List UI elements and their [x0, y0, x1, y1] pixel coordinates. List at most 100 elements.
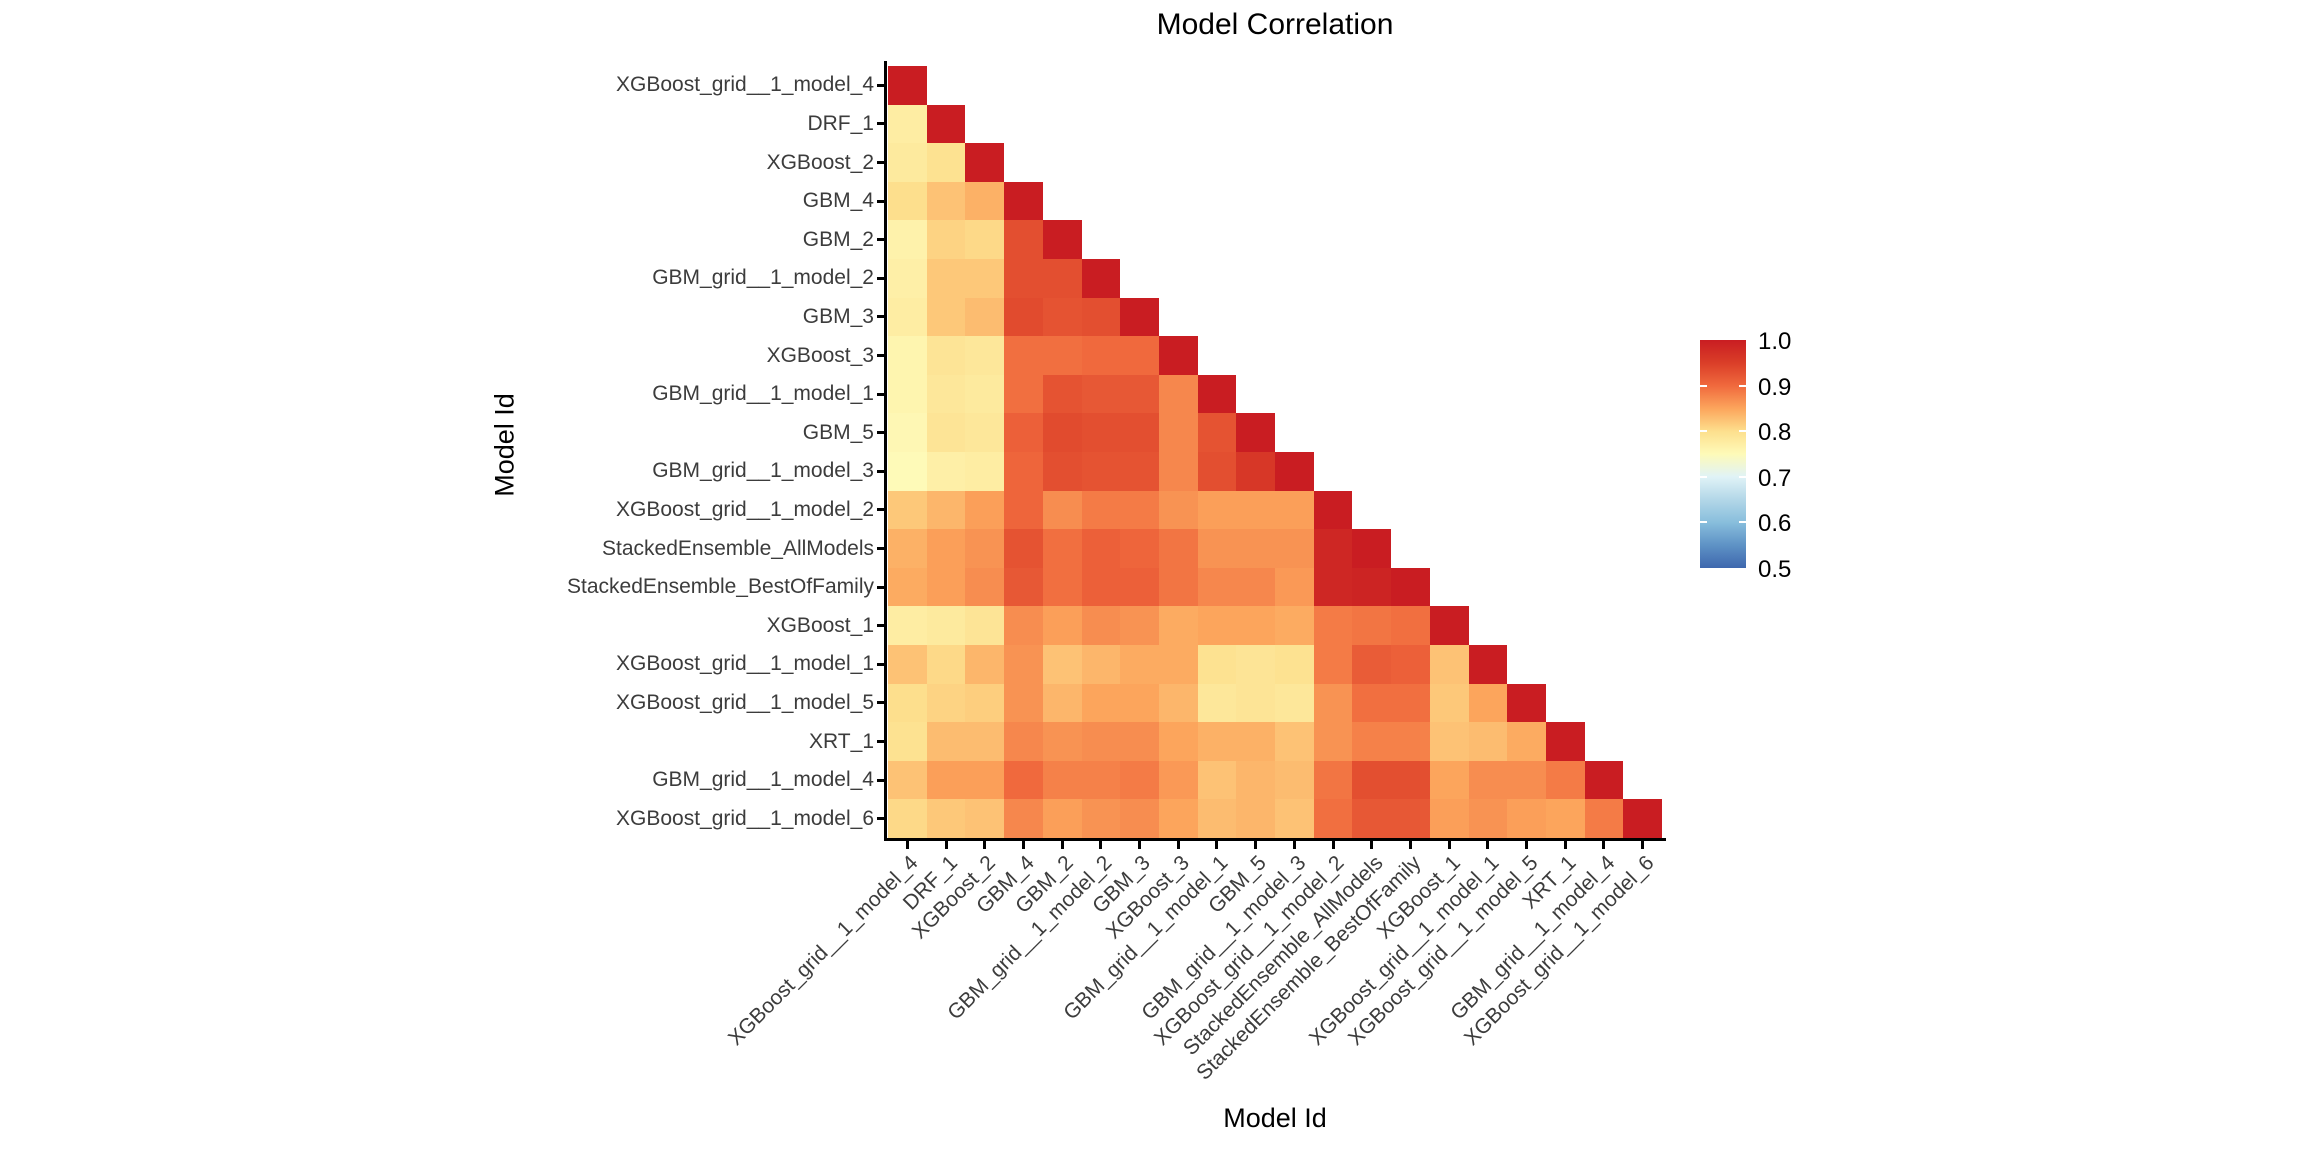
x-tick-mark — [1486, 841, 1489, 849]
heatmap-cell — [888, 722, 927, 761]
heatmap-cell — [1159, 529, 1198, 568]
y-tick-mark — [877, 624, 885, 627]
x-axis-line — [884, 838, 1666, 841]
heatmap-cell — [1159, 375, 1198, 413]
heatmap-cell — [1082, 606, 1120, 645]
heatmap-cell — [1430, 645, 1469, 684]
y-tick-label: XGBoost_grid__1_model_2 — [615, 497, 874, 521]
heatmap-cell — [1159, 722, 1198, 761]
colorbar-tick-mark — [1700, 476, 1707, 478]
heatmap-cell — [1120, 684, 1159, 722]
heatmap-cell — [1082, 568, 1120, 606]
heatmap-cell — [1236, 413, 1275, 452]
heatmap-cell — [1275, 761, 1314, 799]
heatmap-cell — [965, 259, 1004, 298]
y-tick-mark — [877, 200, 885, 203]
y-tick-mark — [877, 779, 885, 782]
heatmap-cell — [1043, 684, 1082, 722]
heatmap-cell — [1043, 491, 1082, 529]
heatmap-cell — [965, 645, 1004, 684]
heatmap-cell — [1082, 645, 1120, 684]
heatmap-cell — [888, 799, 927, 838]
heatmap-cell — [1082, 375, 1120, 413]
heatmap-cell — [965, 684, 1004, 722]
heatmap-cell — [1043, 220, 1082, 259]
heatmap-cell — [1198, 684, 1236, 722]
heatmap-cell — [1120, 799, 1159, 838]
heatmap-cell — [1043, 452, 1082, 491]
heatmap-cell — [888, 491, 927, 529]
heatmap-cell — [965, 722, 1004, 761]
heatmap-cell — [1198, 413, 1236, 452]
heatmap-cell — [1314, 645, 1352, 684]
heatmap-cell — [1198, 722, 1236, 761]
y-tick-mark — [877, 161, 885, 164]
y-tick-mark — [877, 354, 885, 357]
y-tick-label: GBM_2 — [802, 227, 874, 251]
y-tick-mark — [877, 84, 885, 87]
heatmap-cell — [927, 220, 965, 259]
heatmap-cell — [927, 606, 965, 645]
y-tick-mark — [877, 393, 885, 396]
colorbar-tick-label: 0.7 — [1758, 465, 1792, 492]
heatmap-cell — [927, 413, 965, 452]
heatmap-cell — [888, 452, 927, 491]
heatmap-cell — [1004, 413, 1043, 452]
heatmap-cell — [1546, 761, 1585, 799]
heatmap-cell — [1159, 761, 1198, 799]
heatmap-cell — [1236, 645, 1275, 684]
x-tick-mark — [945, 841, 948, 849]
heatmap-cell — [1004, 375, 1043, 413]
heatmap-cell — [1120, 645, 1159, 684]
heatmap-cell — [1507, 684, 1546, 722]
heatmap-cell — [1082, 491, 1120, 529]
heatmap-cell — [1507, 722, 1546, 761]
heatmap-cell — [1159, 799, 1198, 838]
y-tick-mark — [877, 817, 885, 820]
heatmap-cell — [1082, 684, 1120, 722]
chart-title: Model Correlation — [1156, 8, 1394, 41]
heatmap-cell — [1004, 645, 1043, 684]
heatmap-cell — [1352, 606, 1391, 645]
y-tick-label: GBM_4 — [802, 189, 874, 213]
heatmap-cell — [1120, 413, 1159, 452]
x-tick-mark — [1525, 841, 1528, 849]
heatmap-cell — [1082, 722, 1120, 761]
heatmap-cell — [1236, 529, 1275, 568]
heatmap-cell — [927, 182, 965, 220]
heatmap-cell — [888, 568, 927, 606]
heatmap-cell — [888, 336, 927, 375]
heatmap-cell — [1430, 799, 1469, 838]
heatmap-cell — [1082, 336, 1120, 375]
heatmap-cell — [1236, 799, 1275, 838]
heatmap-cell — [1469, 722, 1507, 761]
x-tick-mark — [1177, 841, 1180, 849]
heatmap-cell — [1507, 761, 1546, 799]
heatmap-cell — [965, 761, 1004, 799]
heatmap-cell — [888, 645, 927, 684]
heatmap-cell — [1391, 568, 1430, 606]
x-tick-mark — [1332, 841, 1335, 849]
heatmap-cell — [1352, 722, 1391, 761]
heatmap-cell — [1198, 799, 1236, 838]
heatmap-cell — [927, 452, 965, 491]
heatmap-cell — [888, 761, 927, 799]
heatmap-cell — [1082, 298, 1120, 336]
heatmap-cell — [888, 143, 927, 182]
heatmap-cell — [965, 375, 1004, 413]
y-tick-mark — [877, 315, 885, 318]
heatmap-cell — [1236, 568, 1275, 606]
heatmap-cell — [1275, 568, 1314, 606]
heatmap-cell — [1120, 606, 1159, 645]
heatmap-cell — [1159, 491, 1198, 529]
heatmap-cell — [1275, 645, 1314, 684]
y-tick-mark — [877, 586, 885, 589]
x-tick-mark — [1409, 841, 1412, 849]
heatmap-cell — [1120, 722, 1159, 761]
heatmap-cell — [1352, 684, 1391, 722]
x-tick-mark — [1370, 841, 1373, 849]
heatmap-cell — [927, 336, 965, 375]
colorbar-tick-mark — [1700, 521, 1707, 523]
heatmap-cell — [965, 606, 1004, 645]
y-tick-label: GBM_grid__1_model_4 — [652, 768, 874, 792]
